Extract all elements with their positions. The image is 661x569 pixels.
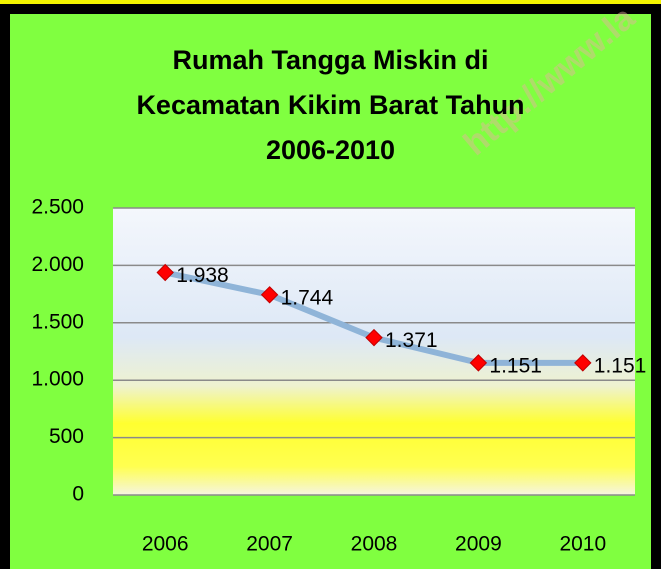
x-tick-label: 2008 [351, 533, 398, 556]
marker [156, 263, 174, 282]
plot-area [113, 208, 635, 495]
data-label: 1.151 [594, 354, 647, 377]
y-tick-label: 500 [49, 425, 84, 448]
y-tick-label: 2.000 [31, 253, 84, 276]
x-tick-label: 2009 [455, 533, 502, 556]
marker [260, 286, 279, 304]
data-label: 1.938 [176, 264, 229, 287]
y-tick-label: 1.000 [31, 368, 84, 391]
x-tick-label: 2006 [142, 533, 189, 556]
marker [574, 354, 592, 372]
y-tick-label: 0 [72, 483, 84, 506]
x-tick-label: 2007 [246, 533, 293, 556]
y-tick-label: 1.500 [31, 310, 84, 333]
x-tick-label: 2010 [559, 533, 606, 556]
title-box: Rumah Tangga Miskin di Kecamatan Kikim B… [0, 38, 661, 173]
data-label: 1.371 [385, 329, 438, 352]
marker [469, 354, 488, 372]
data-label: 1.151 [489, 354, 542, 377]
y-tick-label: 2.500 [31, 196, 84, 219]
data-label: 1.744 [281, 286, 334, 309]
chart-title: Rumah Tangga Miskin di Kecamatan Kikim B… [136, 45, 525, 165]
marker [365, 328, 383, 347]
